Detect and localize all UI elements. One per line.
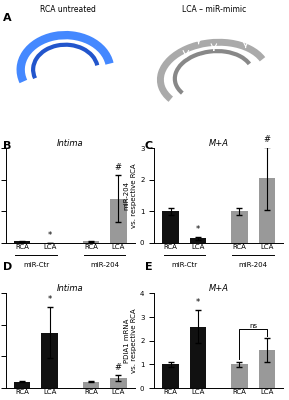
Text: miR-204: miR-204 — [238, 262, 268, 268]
Bar — [231, 364, 247, 388]
Bar — [42, 332, 58, 388]
Title: Intima: Intima — [57, 139, 84, 148]
Bar — [231, 212, 247, 243]
Bar — [110, 199, 127, 243]
Bar — [14, 382, 31, 388]
Text: C: C — [144, 141, 153, 151]
Text: *: * — [48, 296, 52, 304]
Bar — [258, 178, 275, 243]
Text: *: * — [48, 231, 52, 240]
Text: ns: ns — [249, 323, 257, 329]
Text: *: * — [196, 298, 200, 307]
Text: *: * — [196, 225, 200, 234]
Text: miR-Ctr: miR-Ctr — [171, 262, 197, 268]
Title: RCA untreated: RCA untreated — [40, 5, 96, 14]
Bar — [110, 378, 127, 388]
Text: D: D — [3, 262, 12, 272]
Bar — [83, 242, 99, 243]
Text: #: # — [263, 135, 270, 144]
Text: #: # — [115, 163, 122, 172]
Text: B: B — [3, 141, 11, 151]
Title: M+A: M+A — [209, 284, 229, 293]
Title: LCA – miR-mimic: LCA – miR-mimic — [182, 5, 246, 14]
Bar — [190, 238, 206, 243]
Bar — [83, 382, 99, 388]
Text: miR-Ctr: miR-Ctr — [23, 262, 49, 268]
Title: Intima: Intima — [57, 284, 84, 293]
Bar — [258, 350, 275, 388]
Y-axis label: miR-204
vs. respective RCA: miR-204 vs. respective RCA — [124, 163, 137, 228]
Title: M+A: M+A — [209, 139, 229, 148]
Bar — [162, 212, 179, 243]
Bar — [190, 326, 206, 388]
Y-axis label: PDIA1 mRNA
vs. respective RCA: PDIA1 mRNA vs. respective RCA — [124, 308, 137, 373]
Text: miR-204: miR-204 — [90, 262, 119, 268]
Bar — [162, 364, 179, 388]
Bar — [14, 242, 31, 243]
Text: E: E — [144, 262, 152, 272]
Text: #: # — [115, 363, 122, 372]
Text: A: A — [3, 13, 12, 23]
